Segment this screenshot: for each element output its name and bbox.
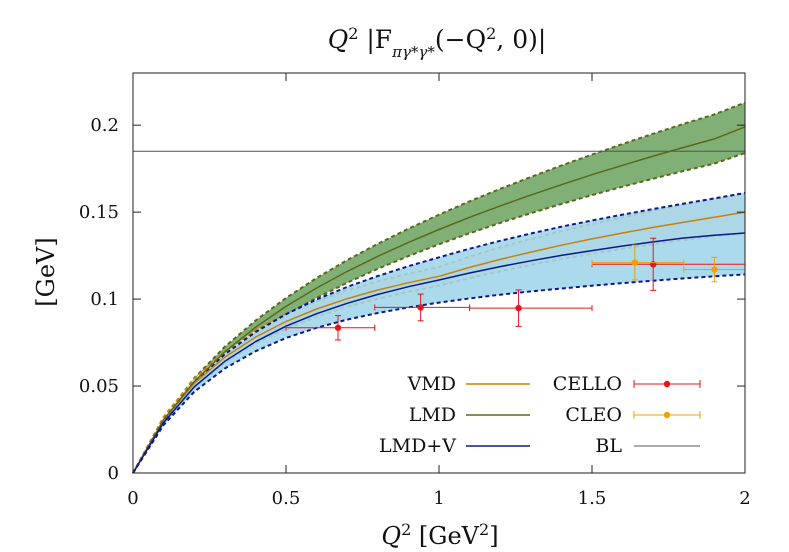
band-edge-lmd-v-lower bbox=[132, 273, 746, 474]
legend: VMD LMD LMD+V CELLO CLEO BL bbox=[379, 373, 701, 457]
line-lmd-v bbox=[132, 232, 746, 474]
band-lmd bbox=[133, 102, 745, 473]
y-axis-label: [GeV] bbox=[32, 237, 60, 306]
x-tick-label: 1 bbox=[433, 488, 444, 509]
legend-label: LMD+V bbox=[379, 435, 456, 457]
x-axis-label: Q2 [GeV2] bbox=[381, 520, 498, 551]
legend-item-bl: BL bbox=[595, 435, 700, 457]
point-cleo-0 bbox=[591, 244, 685, 281]
legend-label: CLEO bbox=[565, 404, 622, 426]
line-lmd bbox=[132, 126, 746, 474]
legend-label: CELLO bbox=[553, 373, 622, 395]
point-cello-0 bbox=[285, 315, 376, 341]
x-tick-label: 0.5 bbox=[272, 488, 301, 509]
legend-item-lmd: LMD bbox=[409, 404, 530, 426]
y-tick-label: 0 bbox=[108, 463, 119, 484]
legend-item-cello: CELLO bbox=[553, 373, 701, 395]
legend-swatch bbox=[633, 380, 701, 388]
x-tick-label: 2 bbox=[739, 488, 750, 509]
band-edge-lmd-v-upper bbox=[132, 192, 746, 474]
y-tick-label: 0.05 bbox=[79, 376, 119, 397]
axis-ticks: 0 0.5 1 1.5 2 0 0.05 0.1 0.15 0.2 bbox=[79, 73, 751, 509]
line-vmd bbox=[132, 211, 746, 474]
x-tick-label: 1.5 bbox=[578, 488, 607, 509]
band-edge-lmd-upper bbox=[132, 101, 746, 474]
chart-title: Q2 |Fπγ*γ*(−Q2, 0)| bbox=[328, 24, 547, 62]
legend-swatch bbox=[633, 411, 701, 419]
legend-item-vmd: VMD bbox=[407, 373, 530, 395]
legend-label: BL bbox=[595, 435, 622, 457]
y-tick-label: 0.15 bbox=[79, 202, 119, 223]
y-tick-label: 0.2 bbox=[90, 115, 119, 136]
legend-item-lmd-v: LMD+V bbox=[379, 435, 530, 457]
legend-item-cleo: CLEO bbox=[565, 404, 701, 426]
point-cello-1 bbox=[374, 293, 471, 322]
x-tick-label: 0 bbox=[127, 488, 138, 509]
legend-label: VMD bbox=[407, 373, 456, 395]
series-lines bbox=[132, 126, 746, 474]
point-cello-2 bbox=[469, 289, 593, 327]
y-tick-label: 0.1 bbox=[90, 289, 119, 310]
data-points bbox=[285, 237, 746, 341]
legend-label: LMD bbox=[409, 404, 456, 426]
